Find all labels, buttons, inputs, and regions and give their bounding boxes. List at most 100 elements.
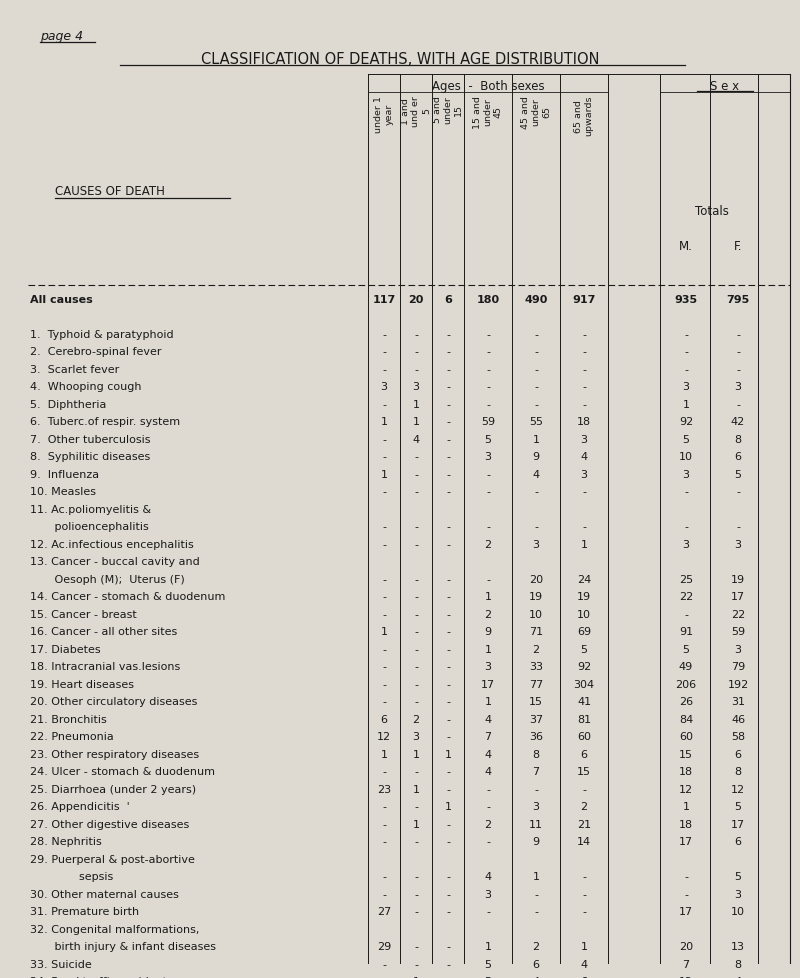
Text: 17. Diabetes: 17. Diabetes xyxy=(30,645,101,654)
Text: 917: 917 xyxy=(572,294,596,305)
Text: -: - xyxy=(382,871,386,881)
Text: -: - xyxy=(486,522,490,532)
Text: -: - xyxy=(382,365,386,375)
Text: 7: 7 xyxy=(485,732,491,741)
Text: -: - xyxy=(446,732,450,741)
Text: 25: 25 xyxy=(679,574,693,585)
Text: -: - xyxy=(414,959,418,969)
Text: -: - xyxy=(414,469,418,479)
Text: 1: 1 xyxy=(485,645,491,654)
Text: -: - xyxy=(446,522,450,532)
Text: M.: M. xyxy=(679,240,693,252)
Text: -: - xyxy=(534,487,538,497)
Text: 2: 2 xyxy=(581,802,587,812)
Text: -: - xyxy=(414,680,418,689)
Text: 3.  Scarlet fever: 3. Scarlet fever xyxy=(30,365,119,375)
Text: 4: 4 xyxy=(485,767,491,777)
Text: 18: 18 xyxy=(679,820,693,829)
Text: 1: 1 xyxy=(581,942,587,952)
Text: -: - xyxy=(446,434,450,445)
Text: 4: 4 xyxy=(581,959,587,969)
Text: 795: 795 xyxy=(726,294,750,305)
Text: 29. Puerperal & post-abortive: 29. Puerperal & post-abortive xyxy=(30,854,195,865)
Text: 4: 4 xyxy=(485,714,491,725)
Text: -: - xyxy=(582,365,586,375)
Text: -: - xyxy=(382,347,386,357)
Text: 1: 1 xyxy=(381,469,387,479)
Text: -: - xyxy=(382,487,386,497)
Text: -: - xyxy=(534,522,538,532)
Text: 20: 20 xyxy=(529,574,543,585)
Text: -: - xyxy=(446,889,450,899)
Text: -: - xyxy=(736,365,740,375)
Text: 2: 2 xyxy=(485,540,491,550)
Text: -: - xyxy=(446,680,450,689)
Text: -: - xyxy=(446,382,450,392)
Text: 1: 1 xyxy=(413,976,419,978)
Text: 1: 1 xyxy=(413,784,419,794)
Text: 12. Ac.infectious encephalitis: 12. Ac.infectious encephalitis xyxy=(30,540,194,550)
Text: 490: 490 xyxy=(524,294,548,305)
Text: 9: 9 xyxy=(533,452,539,462)
Text: -: - xyxy=(446,452,450,462)
Text: 14: 14 xyxy=(577,836,591,847)
Text: 81: 81 xyxy=(577,714,591,725)
Text: 7: 7 xyxy=(533,767,539,777)
Text: 4: 4 xyxy=(485,749,491,759)
Text: 26: 26 xyxy=(679,696,693,707)
Text: 71: 71 xyxy=(529,627,543,637)
Text: 3: 3 xyxy=(533,802,539,812)
Text: 3: 3 xyxy=(413,382,419,392)
Text: 9.  Influenza: 9. Influenza xyxy=(30,469,99,479)
Text: 17: 17 xyxy=(679,836,693,847)
Text: -: - xyxy=(582,400,586,410)
Text: 2: 2 xyxy=(485,609,491,619)
Text: 1: 1 xyxy=(445,802,451,812)
Text: 935: 935 xyxy=(674,294,698,305)
Text: 42: 42 xyxy=(731,417,745,427)
Text: -: - xyxy=(486,784,490,794)
Text: CLASSIFICATION OF DEATHS, WITH AGE DISTRIBUTION: CLASSIFICATION OF DEATHS, WITH AGE DISTR… xyxy=(201,52,599,67)
Text: 8.  Syphilitic diseases: 8. Syphilitic diseases xyxy=(30,452,150,462)
Text: -: - xyxy=(486,365,490,375)
Text: 16. Cancer - all other sites: 16. Cancer - all other sites xyxy=(30,627,178,637)
Text: -: - xyxy=(382,592,386,601)
Text: -: - xyxy=(382,976,386,978)
Text: 34. Road traffic accidents: 34. Road traffic accidents xyxy=(30,976,173,978)
Text: -: - xyxy=(582,487,586,497)
Text: birth injury & infant diseases: birth injury & infant diseases xyxy=(30,942,216,952)
Text: -: - xyxy=(684,522,688,532)
Text: 5: 5 xyxy=(485,434,491,445)
Text: -: - xyxy=(684,609,688,619)
Text: -: - xyxy=(446,417,450,427)
Text: 36: 36 xyxy=(529,732,543,741)
Text: -: - xyxy=(382,836,386,847)
Text: 6: 6 xyxy=(734,836,742,847)
Text: 24. Ulcer - stomach & duodenum: 24. Ulcer - stomach & duodenum xyxy=(30,767,215,777)
Text: -: - xyxy=(382,696,386,707)
Text: 3: 3 xyxy=(734,645,742,654)
Text: 11. Ac.poliomyelitis &: 11. Ac.poliomyelitis & xyxy=(30,505,151,514)
Text: 1: 1 xyxy=(485,696,491,707)
Text: 8: 8 xyxy=(533,749,539,759)
Text: 8: 8 xyxy=(734,434,742,445)
Text: 18: 18 xyxy=(577,417,591,427)
Text: 11: 11 xyxy=(529,820,543,829)
Text: -: - xyxy=(582,347,586,357)
Text: 1: 1 xyxy=(682,802,690,812)
Text: 22: 22 xyxy=(731,609,745,619)
Text: -: - xyxy=(414,609,418,619)
Text: 2.  Cerebro-spinal fever: 2. Cerebro-spinal fever xyxy=(30,347,162,357)
Text: 1: 1 xyxy=(381,417,387,427)
Text: 1: 1 xyxy=(485,592,491,601)
Text: 19: 19 xyxy=(731,574,745,585)
Text: 77: 77 xyxy=(529,680,543,689)
Text: 2: 2 xyxy=(533,645,539,654)
Text: -: - xyxy=(684,889,688,899)
Text: -: - xyxy=(414,627,418,637)
Text: 10: 10 xyxy=(529,609,543,619)
Text: 206: 206 xyxy=(675,680,697,689)
Text: -: - xyxy=(684,871,688,881)
Text: -: - xyxy=(486,487,490,497)
Text: -: - xyxy=(534,347,538,357)
